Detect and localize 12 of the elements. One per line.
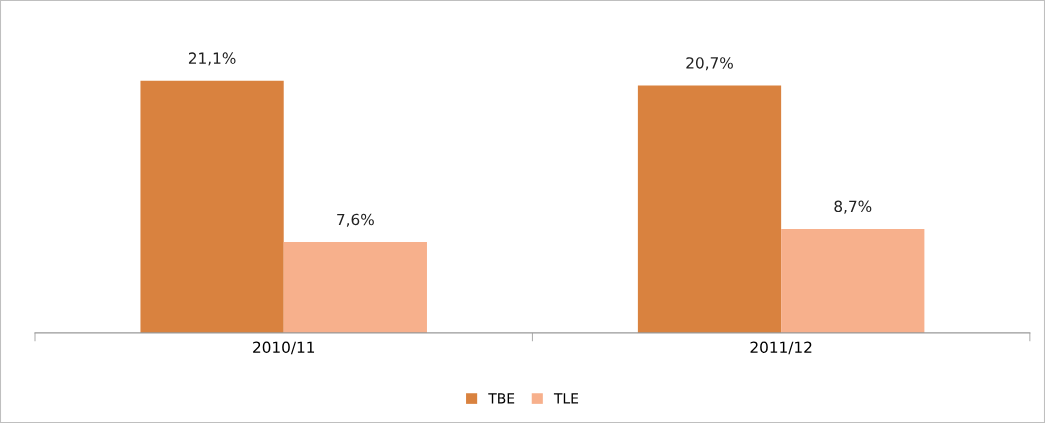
x-tick-label: 2011/12 [750, 341, 812, 355]
data-label: 20,7% [686, 57, 733, 71]
bar [781, 228, 925, 333]
legend-label: TBE [488, 393, 515, 404]
data-label: 8,7% [834, 200, 872, 214]
bar [140, 80, 284, 333]
data-label: 7,6% [337, 213, 374, 227]
legend-label: TLE [553, 393, 579, 404]
data-label: 21,1% [188, 52, 236, 66]
x-tick-label: 2010/11 [253, 341, 315, 355]
bar [637, 85, 782, 333]
bar [283, 242, 427, 333]
